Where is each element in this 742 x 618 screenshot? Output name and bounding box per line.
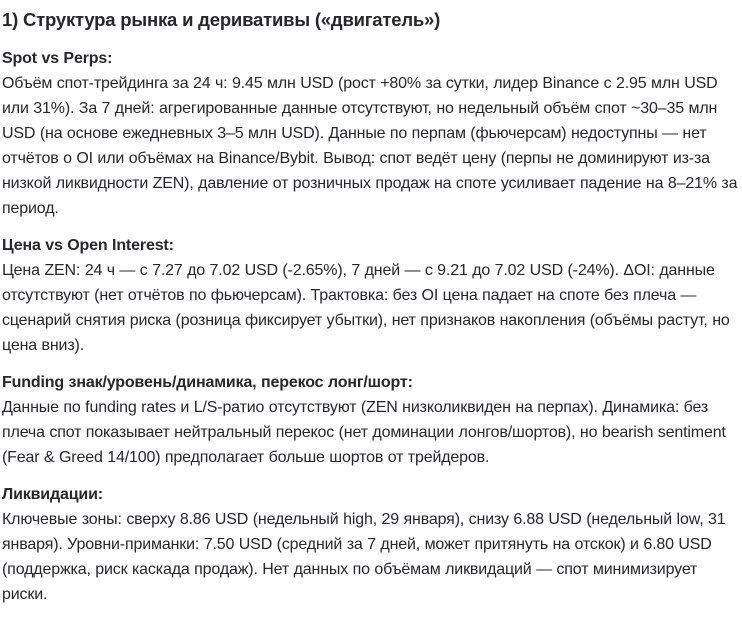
section-heading-price-vs-open-interest: Цена vs Open Interest: [2,237,174,254]
section-heading-funding: Funding знак/уровень/динамика, перекос л… [2,374,413,391]
section-body-price-vs-open-interest: Цена ZEN: 24 ч — с 7.27 до 7.02 USD (-2.… [2,262,730,354]
section-heading-spot-vs-perps: Spot vs Perps: [2,50,113,67]
section-heading-liquidations: Ликвидации: [2,486,103,503]
market-analysis-document: 1) Структура рынка и деривативы («двигат… [2,8,740,607]
page-title: 1) Структура рынка и деривативы («двигат… [2,9,441,30]
section-liquidations: Ликвидации: Ключевые зоны: сверху 8.86 U… [2,482,740,607]
section-funding: Funding знак/уровень/динамика, перекос л… [2,370,740,470]
section-body-liquidations: Ключевые зоны: сверху 8.86 USD (недельны… [2,511,726,603]
section-price-vs-open-interest: Цена vs Open Interest: Цена ZEN: 24 ч — … [2,233,740,358]
section-spot-vs-perps: Spot vs Perps: Объём спот-трейдинга за 2… [2,46,740,221]
section-body-spot-vs-perps: Объём спот-трейдинга за 24 ч: 9.45 млн U… [2,75,738,217]
section-body-funding: Данные по funding rates и L/S-ратио отсу… [2,399,726,466]
